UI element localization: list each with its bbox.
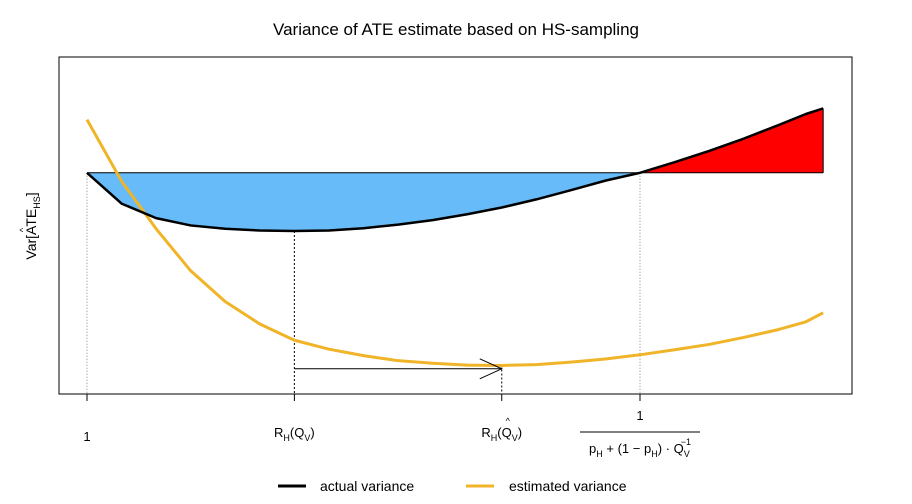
series-line-estimated (85, 118, 824, 367)
x-tick-label-part-r-h-qv-0: R (274, 425, 283, 440)
fill-above-reference (640, 108, 824, 173)
x-tick-labels: 1 RH(QV) RH(QV)^ 1pH + (1 − pH) · QV−1 (83, 408, 700, 459)
x-tick-label-part-r-h-qv-4: ) (310, 425, 314, 440)
x-tick-label-one-left: 1 (83, 429, 90, 444)
x-tick-label-part-r-h-qv-1: H (283, 433, 290, 443)
plot-area (85, 107, 824, 394)
x-tick-label-part-r-h-qv-hat-4: ) (518, 425, 522, 440)
plot-frame (58, 56, 853, 395)
legend-label-actual: actual variance (320, 478, 414, 494)
y-axis-label-close: ] (23, 192, 39, 196)
x-tick-denominator: pH + (1 − pH) · QV−1 (589, 437, 691, 459)
series-line-actual (86, 107, 824, 233)
y-axis-label-hat: ^ (18, 227, 28, 232)
x-tick-denominator-part-3: H (651, 449, 658, 459)
chart-title: Variance of ATE estimate based on HS-sam… (273, 20, 639, 39)
x-tick-label-part-r-h-qv-hat-1: H (491, 433, 498, 443)
shift-arrow-head (479, 358, 503, 380)
y-axis-label-sub: HS (32, 196, 42, 209)
x-tick-label-r-h-qv: RH(QV) (274, 425, 315, 443)
x-tick-label-part-r-h-qv-hat-2: (Q (497, 425, 511, 440)
x-tick-label-part-r-h-qv-hat-3: V (512, 433, 518, 443)
x-tick-numerator: 1 (636, 408, 643, 423)
x-tick-denominator-part-2: + (1 − p (603, 441, 651, 456)
y-axis-label-main: Var[ATE (23, 209, 39, 260)
legend-label-estimated: estimated variance (509, 478, 627, 494)
fill-below-reference (87, 172, 640, 232)
x-axis (86, 393, 641, 401)
x-tick-denominator-part-4: ) · Q (658, 441, 684, 456)
x-tick-label-r-h-qv-hat: RH(QV) (481, 425, 522, 443)
x-tick-hat-r-h-qv-hat: ^ (506, 416, 511, 426)
x-tick-label-part-r-h-qv-3: V (304, 433, 310, 443)
y-axis-label: Var[ATEHS] ^ (18, 192, 42, 259)
x-tick-denominator-part-6: −1 (681, 437, 691, 447)
x-tick-denominator-part-0: p (589, 441, 596, 456)
x-tick-label-part-r-h-qv-hat-0: R (481, 425, 490, 440)
x-tick-denominator-part-5: V (684, 449, 690, 459)
x-tick-denominator-part-1: H (596, 449, 603, 459)
svg-text:Var[ATEHS]: Var[ATEHS] (23, 192, 42, 259)
x-tick-label-part-r-h-qv-2: (Q (290, 425, 304, 440)
legend: actual variance estimated variance (278, 478, 627, 494)
